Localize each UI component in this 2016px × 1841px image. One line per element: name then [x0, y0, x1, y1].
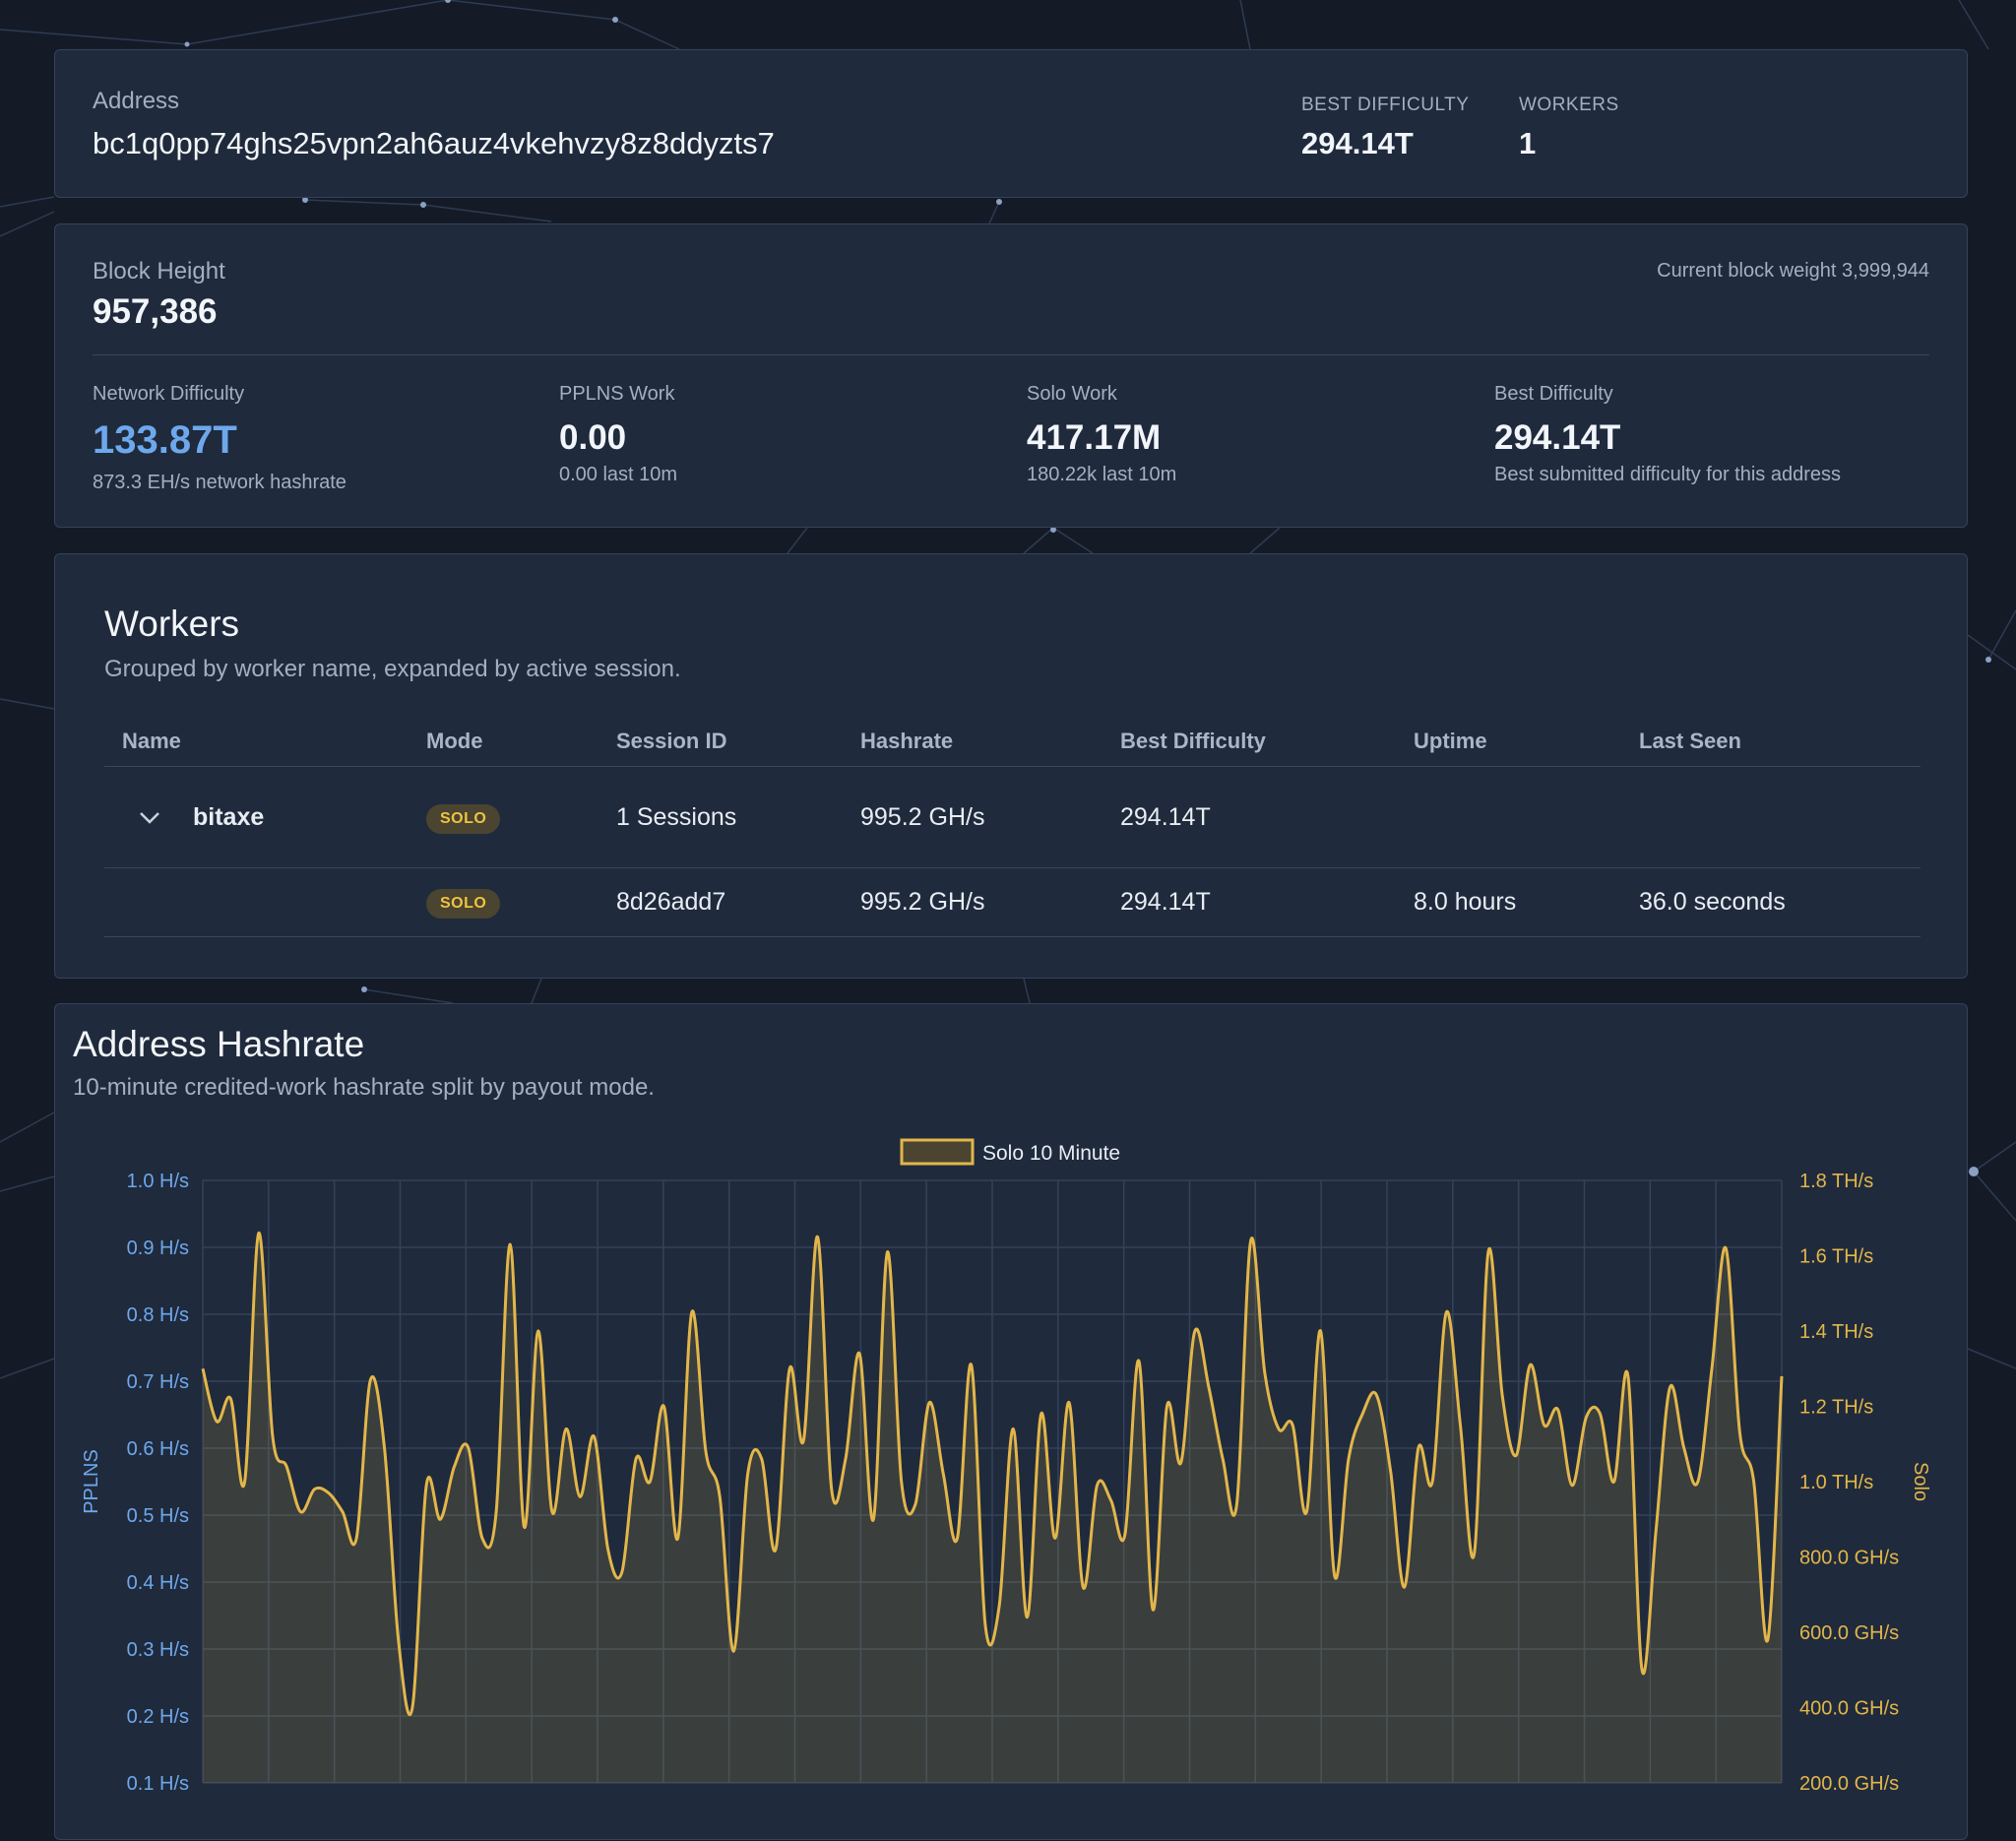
hashrate-chart[interactable]: 1.0 H/s 0.9 H/s 0.8 H/s 0.7 H/s 0.6 H/s 0.5 H… — [55, 1004, 1969, 1841]
address-label: Address — [93, 88, 180, 114]
best-difficulty-label: BEST DIFFICULTY — [1301, 95, 1470, 115]
y-left-tick-label: 0.1 H/s — [127, 1773, 189, 1795]
pplns-work-value: 0.00 — [559, 418, 627, 457]
uptime-cell: 8.0 hours — [1396, 867, 1621, 937]
table-row[interactable]: bitaxe SOLO 1 Sessions 995.2 GH/s 294.14… — [104, 766, 1921, 868]
y-left-tick-label: 0.7 H/s — [127, 1371, 189, 1393]
hashrate-cell: 995.2 GH/s — [843, 766, 1102, 868]
y-right-tick-label: 600.0 GH/s — [1799, 1622, 1899, 1644]
y-right-tick-label: 1.2 TH/s — [1799, 1397, 1873, 1419]
y-left-tick-label: 0.9 H/s — [127, 1238, 189, 1259]
table-row[interactable]: SOLO 8d26add7 995.2 GH/s 294.14T 8.0 hou… — [104, 867, 1921, 937]
uptime-cell — [1396, 766, 1621, 868]
best-difficulty-cell: 294.14T — [1102, 766, 1396, 868]
block-height-value: 957,386 — [93, 292, 218, 331]
worker-name: bitaxe — [193, 802, 265, 831]
column-header-hashrate[interactable]: Hashrate — [843, 717, 1102, 767]
workers-count-value: 1 — [1519, 126, 1537, 160]
y-left-tick-label: 1.0 H/s — [127, 1171, 189, 1192]
workers-subtitle: Grouped by worker name, expanded by acti… — [104, 656, 681, 682]
address-value: bc1q0pp74ghs25vpn2ah6auz4vkehvzy8z8ddyzt… — [93, 126, 775, 160]
workers-panel: Workers Grouped by worker name, expanded… — [54, 553, 1968, 979]
workers-title: Workers — [104, 603, 240, 644]
mode-badge: SOLO — [426, 803, 501, 834]
y-left-tick-label: 0.8 H/s — [127, 1304, 189, 1326]
network-hashrate-text: 873.3 EH/s network hashrate — [93, 472, 346, 493]
hashrate-chart-panel: Address Hashrate 10-minute credited-work… — [54, 1003, 1968, 1840]
session-id-cell: 8d26add7 — [598, 867, 843, 937]
best-difficulty-cell: 294.14T — [1102, 867, 1396, 937]
y-left-tick-label: 0.6 H/s — [127, 1438, 189, 1460]
y-right-tick-label: 400.0 GH/s — [1799, 1698, 1899, 1720]
y-right-axis-title: Solo — [1910, 1462, 1931, 1501]
y-left-axis-title: PPLNS — [81, 1449, 102, 1514]
pplns-work-sub: 0.00 last 10m — [559, 464, 678, 485]
column-header-mode[interactable]: Mode — [409, 717, 598, 767]
column-header-name[interactable]: Name — [104, 717, 409, 767]
series-line-solo — [201, 1232, 1784, 1717]
network-difficulty-value: 133.87T — [93, 418, 237, 462]
hashrate-cell: 995.2 GH/s — [843, 867, 1102, 937]
solo-work-sub: 180.22k last 10m — [1027, 464, 1177, 485]
pplns-work-label: PPLNS Work — [559, 383, 675, 405]
y-left-tick-label: 0.2 H/s — [127, 1706, 189, 1728]
address-panel: Address bc1q0pp74ghs25vpn2ah6auz4vkehvzy… — [54, 49, 1968, 198]
workers-count-label: WORKERS — [1519, 95, 1619, 115]
y-right-tick-label: 1.6 TH/s — [1799, 1246, 1873, 1268]
chevron-down-icon[interactable] — [138, 803, 161, 832]
best-difficulty-value: 294.14T — [1301, 126, 1414, 160]
mode-cell: SOLO — [409, 766, 598, 868]
column-header-session-id[interactable]: Session ID — [598, 717, 843, 767]
worker-name-cell — [104, 867, 409, 937]
best-difficulty-stat-sub: Best submitted difficulty for this addre… — [1494, 464, 1842, 485]
column-header-uptime[interactable]: Uptime — [1396, 717, 1621, 767]
series-area-solo — [203, 1233, 1782, 1783]
workers-table: Name Mode Session ID Hashrate Best Diffi… — [104, 717, 1921, 937]
column-header-last-seen[interactable]: Last Seen — [1621, 717, 1921, 767]
table-header-row: Name Mode Session ID Hashrate Best Diffi… — [104, 717, 1921, 767]
solo-work-value: 417.17M — [1027, 418, 1162, 457]
y-right-tick-label: 1.8 TH/s — [1799, 1171, 1873, 1192]
y-right-tick-label: 1.4 TH/s — [1799, 1321, 1873, 1343]
legend-swatch — [900, 1138, 975, 1166]
block-height-label: Block Height — [93, 258, 225, 285]
mode-badge: SOLO — [426, 889, 501, 919]
network-difficulty-label: Network Difficulty — [93, 383, 245, 405]
best-difficulty-stat-label: Best Difficulty — [1494, 383, 1613, 405]
block-weight-text: Current block weight 3,999,944 — [1657, 260, 1929, 282]
last-seen-cell — [1621, 766, 1921, 868]
column-header-best-difficulty[interactable]: Best Difficulty — [1102, 717, 1396, 767]
chart-title: Address Hashrate — [73, 1024, 365, 1064]
block-panel: Block Height 957,386 Current block weigh… — [54, 223, 1968, 528]
y-right-tick-label: 1.0 TH/s — [1799, 1472, 1873, 1493]
legend-label: Solo 10 Minute — [982, 1142, 1120, 1165]
worker-name-cell: bitaxe — [104, 766, 409, 868]
last-seen-cell: 36.0 seconds — [1621, 867, 1921, 937]
divider — [93, 354, 1929, 355]
best-difficulty-stat-value: 294.14T — [1494, 418, 1621, 457]
solo-work-label: Solo Work — [1027, 383, 1117, 405]
mode-cell: SOLO — [409, 867, 598, 937]
session-count-cell: 1 Sessions — [598, 766, 843, 868]
chart-subtitle: 10-minute credited-work hashrate split b… — [73, 1074, 655, 1101]
y-left-tick-label: 0.5 H/s — [127, 1505, 189, 1527]
y-left-tick-label: 0.3 H/s — [127, 1639, 189, 1661]
y-right-tick-label: 800.0 GH/s — [1799, 1548, 1899, 1569]
y-right-tick-label: 200.0 GH/s — [1799, 1773, 1899, 1795]
y-left-tick-label: 0.4 H/s — [127, 1572, 189, 1594]
